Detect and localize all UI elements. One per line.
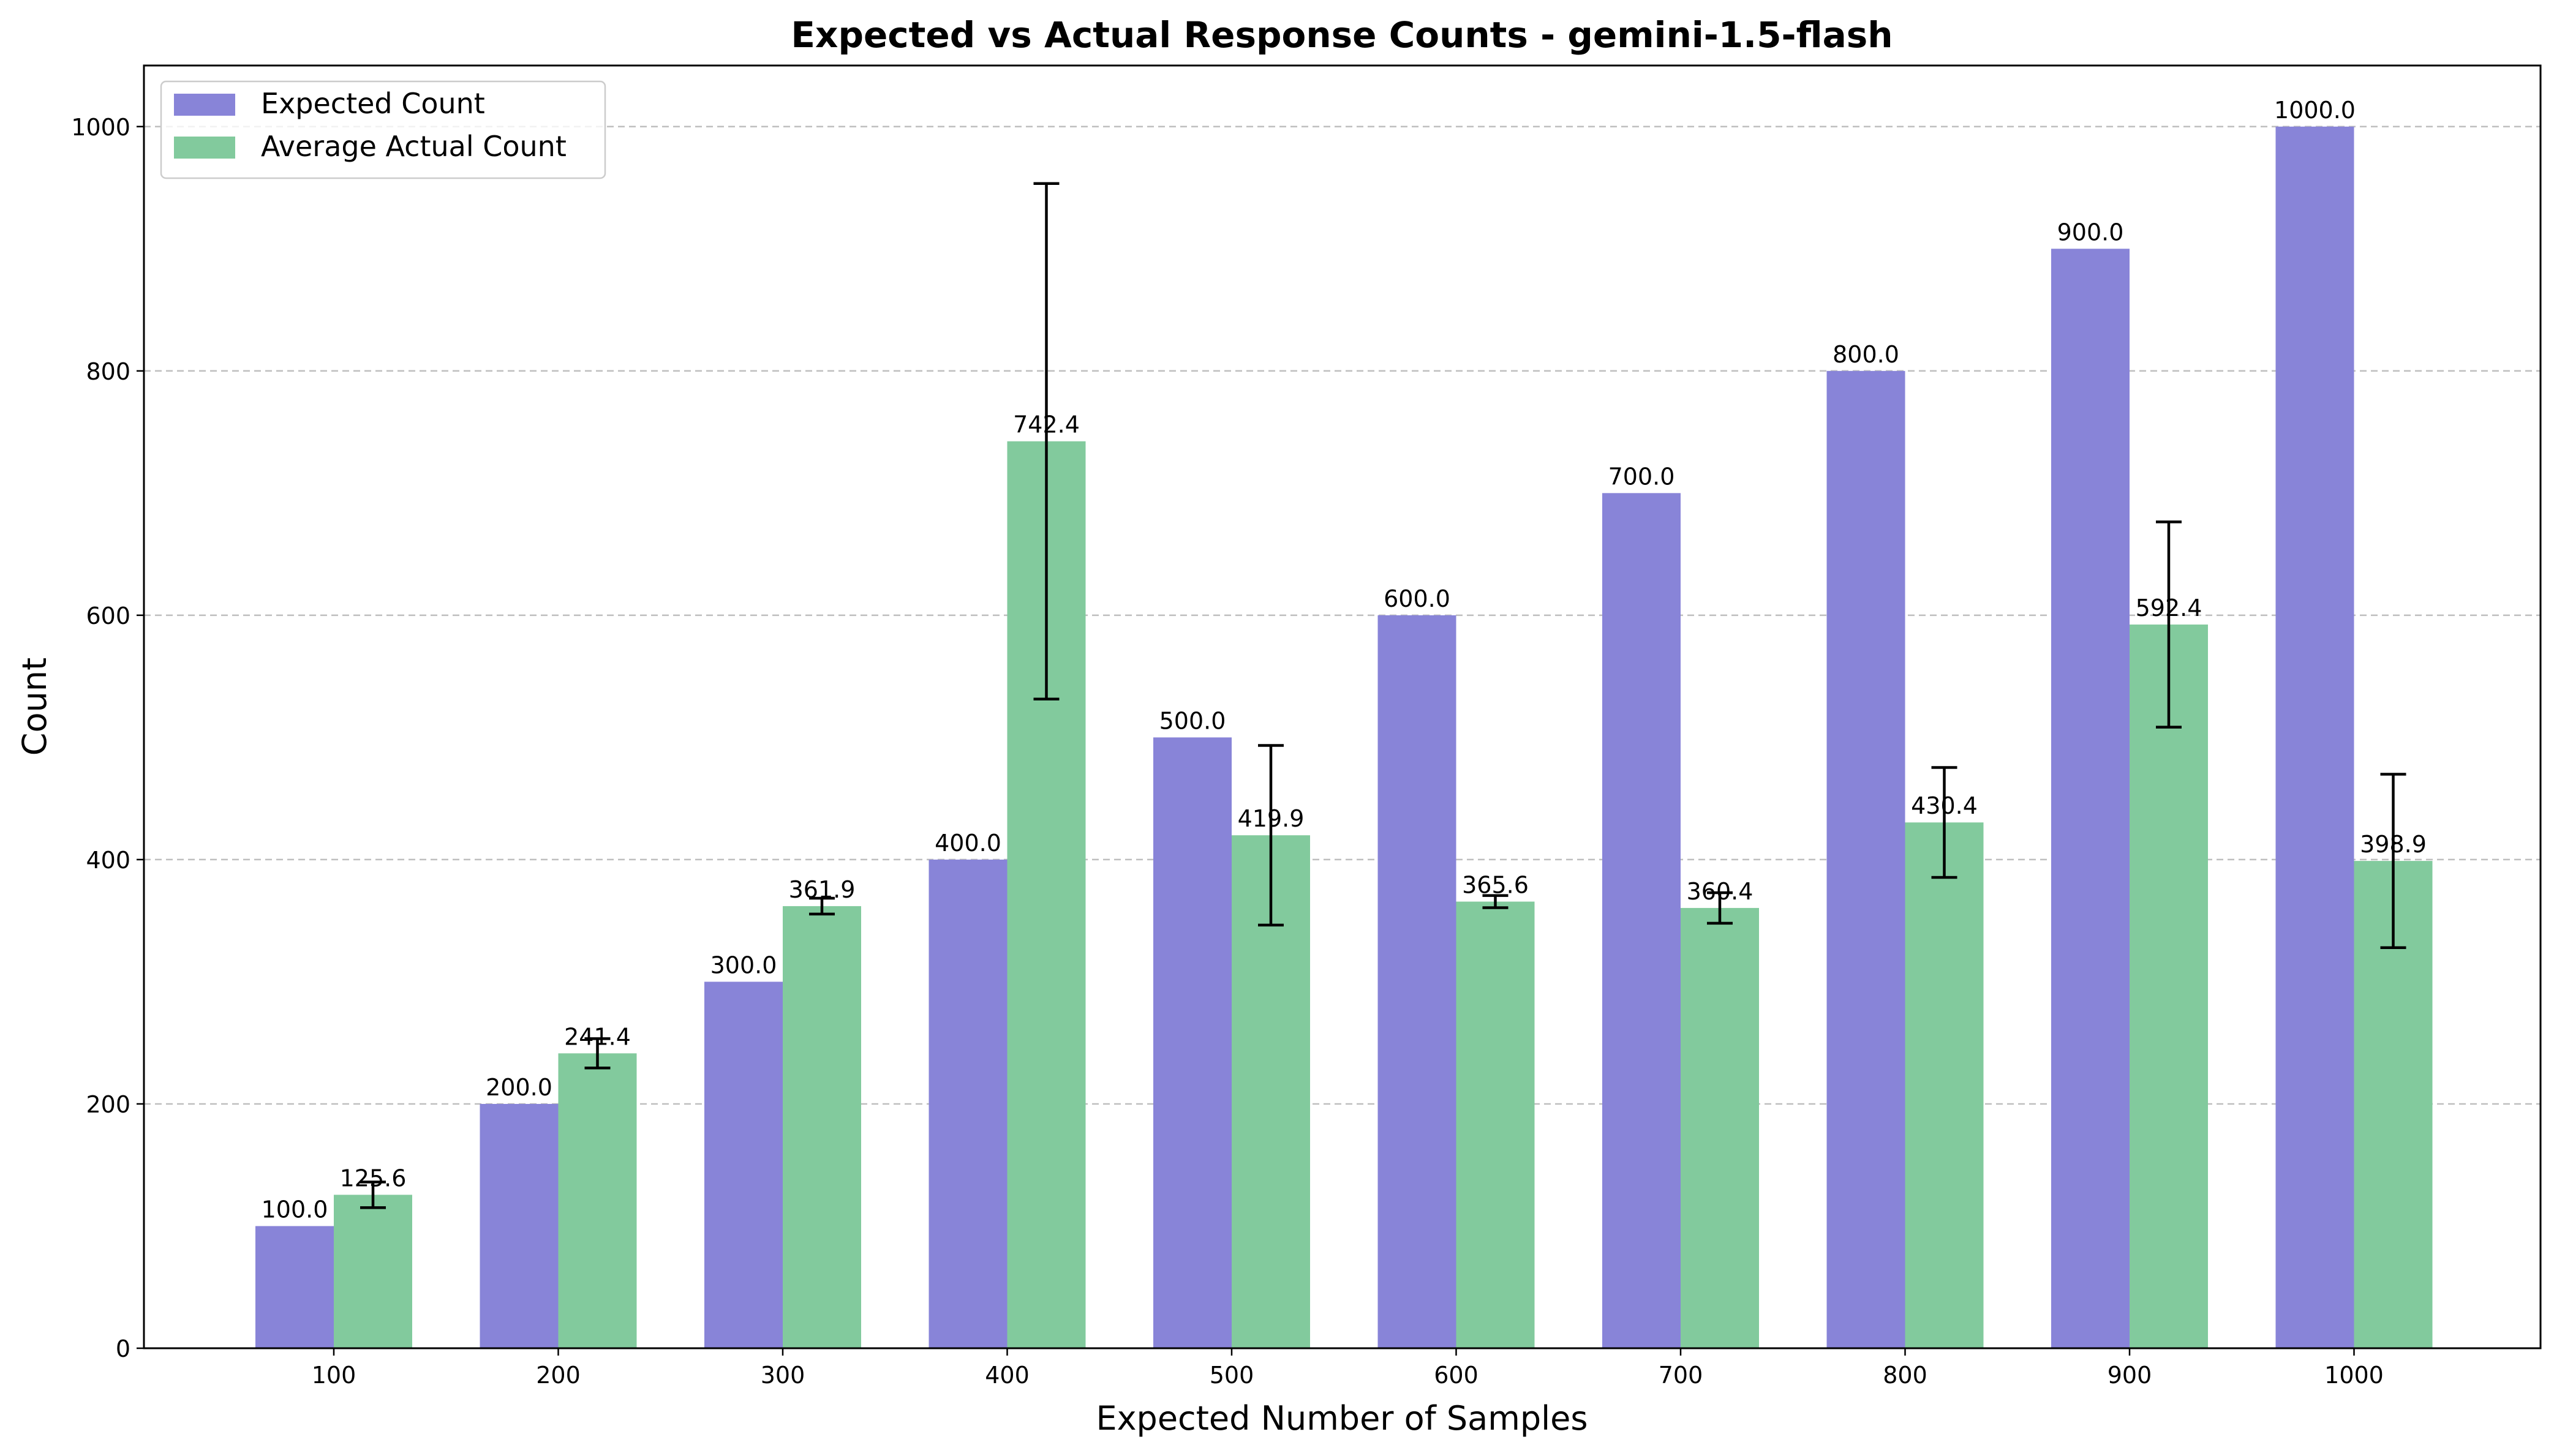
data-label-average-actual-count: 365.6: [1462, 872, 1529, 899]
data-label-average-actual-count: 241.4: [564, 1023, 631, 1050]
legend: Expected Count Average Actual Count: [160, 80, 606, 179]
bar-expected-count: [2051, 249, 2130, 1349]
bar-expected-count: [480, 1103, 559, 1348]
x-tick-label: 300: [761, 1362, 805, 1389]
data-label-expected-count: 500.0: [1159, 707, 1226, 734]
x-tick-label: 700: [1659, 1362, 1703, 1389]
legend-label: Average Actual Count: [261, 130, 567, 163]
data-label-expected-count: 300.0: [710, 951, 777, 978]
legend-swatch: [174, 94, 235, 116]
data-label-average-actual-count: 742.4: [1013, 411, 1080, 438]
chart-title: Expected vs Actual Response Counts - gem…: [791, 14, 1893, 56]
data-label-expected-count: 1000.0: [2274, 97, 2356, 124]
bar-average-actual-count: [1456, 901, 1535, 1348]
bar-average-actual-count: [334, 1195, 412, 1348]
x-tick-label: 1000: [2324, 1362, 2384, 1389]
y-tick-label: 800: [86, 358, 130, 385]
data-label-expected-count: 600.0: [1384, 585, 1450, 612]
data-label-expected-count: 900.0: [2057, 219, 2124, 246]
data-label-expected-count: 400.0: [935, 830, 1001, 857]
data-label-average-actual-count: 361.9: [789, 876, 856, 903]
data-label-expected-count: 100.0: [262, 1196, 328, 1223]
x-tick-label: 200: [536, 1362, 581, 1389]
plot-frame: [143, 64, 2542, 1349]
x-tick-label: 400: [985, 1362, 1030, 1389]
x-tick-label: 800: [1883, 1362, 1927, 1389]
legend-swatch: [174, 137, 235, 159]
axes: 0 200 400 600 800 1000 100 200 300 400 500 600 700 80…: [71, 114, 2384, 1389]
bar-average-actual-count: [1681, 907, 1759, 1348]
y-tick-label: 600: [86, 602, 130, 629]
bar-expected-count: [1377, 615, 1456, 1348]
y-tick-label: 0: [116, 1335, 130, 1362]
error-bars: [360, 182, 2406, 1209]
legend-label: Expected Count: [261, 87, 485, 120]
data-label-average-actual-count: 398.9: [2360, 831, 2427, 858]
bars: [255, 126, 2433, 1349]
x-tick-label: 500: [1210, 1362, 1254, 1389]
data-label-expected-count: 200.0: [486, 1074, 552, 1101]
bar-average-actual-count: [783, 906, 861, 1348]
data-label-average-actual-count: 360.4: [1687, 878, 1754, 905]
x-tick-label: 900: [2108, 1362, 2152, 1389]
bar-expected-count: [1826, 370, 1905, 1348]
bar-average-actual-count: [1905, 822, 1984, 1348]
data-label-average-actual-count: 430.4: [1911, 792, 1978, 819]
legend-box: [160, 80, 606, 179]
y-axis-label: Count: [15, 658, 54, 756]
y-tick-label: 1000: [71, 114, 130, 141]
x-tick-label: 600: [1434, 1362, 1479, 1389]
data-label-expected-count: 800.0: [1833, 341, 1899, 368]
bar-expected-count: [704, 981, 783, 1348]
data-label-average-actual-count: 419.9: [1238, 805, 1305, 832]
bar-expected-count: [1153, 737, 1232, 1348]
data-label-expected-count: 700.0: [1608, 463, 1675, 490]
data-label-average-actual-count: 592.4: [2136, 595, 2202, 621]
data-label-average-actual-count: 125.6: [340, 1165, 407, 1191]
bar-expected-count: [929, 859, 1008, 1348]
x-axis-label: Expected Number of Samples: [1096, 1399, 1588, 1438]
x-tick-label: 100: [312, 1362, 356, 1389]
bar-average-actual-count: [2130, 625, 2208, 1348]
y-tick-label: 200: [86, 1091, 130, 1118]
y-tick-label: 400: [86, 847, 130, 874]
bar-expected-count: [2275, 126, 2354, 1348]
bar-average-actual-count: [558, 1053, 637, 1348]
bar-expected-count: [255, 1226, 334, 1348]
bar-expected-count: [1602, 493, 1681, 1349]
data-labels: 100.0 125.6 200.0 241.4 300.0 361.9 400.0 742.4…: [262, 97, 2427, 1223]
